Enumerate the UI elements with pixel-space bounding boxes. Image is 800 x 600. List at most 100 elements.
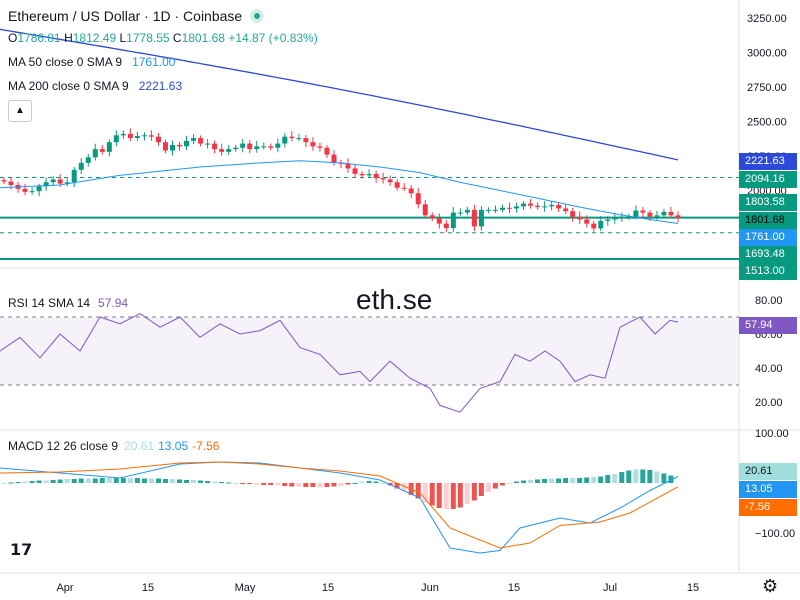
rsi-axis-tick: 80.00 [755,295,783,307]
candle-body [43,182,49,187]
macd-histogram-bar [162,479,168,483]
candle-body [289,136,295,139]
rsi-legend[interactable]: RSI 14 SMA 14 57.94 [8,296,128,310]
low-label: L [119,31,127,45]
macd-histogram-bar [184,480,190,483]
macd-histogram-bar [640,469,646,483]
candle-body [177,144,183,147]
rsi-value: 57.94 [98,296,129,310]
macd-histogram-bar [36,480,42,483]
macd-histogram-bar [499,483,505,486]
macd-histogram-bar [577,478,583,483]
price-axis-tick: 3250.00 [747,13,787,25]
macd-histogram-bar [240,483,246,484]
macd-histogram-bar [205,481,211,483]
candle-body [492,209,498,211]
ma200-legend[interactable]: MA 200 close 0 SMA 9 2221.63 [8,79,182,93]
candle-body [443,223,449,229]
macd-histogram-bar [310,483,316,487]
macd-line-value: 13.05 [158,439,189,453]
macd-histogram-bar [198,480,204,483]
macd-histogram-bar [85,478,91,483]
macd-histogram-bar [289,483,295,487]
macd-histogram-bar [226,482,232,484]
collapse-legend-button[interactable]: ▲ [8,100,32,122]
macd-legend[interactable]: MACD 12 26 close 9 20.61 13.05 -7.56 [8,439,219,453]
macd-histogram-bar [366,481,372,483]
macd-histogram-bar [443,483,449,509]
market-open-icon [250,9,265,23]
candle-body [155,136,161,143]
macd-histogram-bar [99,478,105,483]
candle-body [521,203,527,207]
candle-body [366,173,372,176]
candle-body [64,182,70,184]
open-value: 1786.81 [17,31,61,45]
macd-histogram-bar [380,483,386,484]
candle-body [359,173,365,176]
change-value: +14.87 (+0.83%) [228,31,318,45]
ma200-value: 2221.63 [138,79,183,93]
price-axis-tick: 2750.00 [747,82,787,94]
macd-tag: -7.56 [739,499,797,516]
symbol-title[interactable]: Ethereum / US Dollar · 1D · Coinbase [8,8,243,24]
price-tag: 2221.63 [739,153,797,170]
macd-histogram-bar [15,482,21,483]
candle-body [240,143,246,148]
candle-body [120,133,126,136]
macd-histogram-bar [478,483,484,496]
macd-histogram-bar [8,482,14,484]
macd-histogram-bar [261,483,267,485]
macd-histogram-bar [233,483,239,484]
candle-body [85,157,91,163]
macd-histogram-bar [1,483,7,484]
candle-body [71,169,77,183]
macd-histogram-bar [570,478,576,483]
time-axis-tick: 15 [508,582,520,594]
macd-signal-value: -7.56 [192,439,220,453]
candle-body [219,149,225,152]
macd-histogram-bar [282,483,288,486]
candle-body [162,142,168,151]
symbol-title-row[interactable]: Ethereum / US Dollar · 1D · Coinbase [8,8,265,24]
gear-icon[interactable]: ⚙ [762,576,779,596]
close-label: C [172,31,182,45]
close-value: 1801.68 [181,31,225,45]
macd-histogram-bar [633,469,639,483]
macd-histogram-bar [556,478,562,483]
candle-body [429,215,435,219]
macd-histogram-bar [317,483,323,488]
candle-body [556,204,562,209]
tradingview-logo-icon[interactable]: 𝟭𝟳 [10,542,33,559]
candle-body [401,187,407,189]
macd-histogram-bar [92,478,98,483]
macd-histogram-bar [50,480,56,483]
candle-body [471,209,477,227]
macd-histogram-bar [155,478,161,483]
macd-histogram-bar [506,483,512,484]
price-axis-tick: 2500.00 [747,117,787,129]
open-label: O [8,31,18,45]
macd-histogram-bar [120,478,126,483]
macd-histogram-bar [338,483,344,486]
ma200-label: MA 200 close 0 SMA 9 [8,79,129,93]
macd-histogram-bar [268,483,274,485]
macd-tag: 20.61 [739,463,797,480]
candle-body [450,212,456,229]
macd-histogram-bar [106,478,112,483]
macd-histogram-bar [422,483,428,503]
candle-body [205,143,211,145]
candle-body [422,204,428,216]
ma50-value: 1761.00 [132,55,176,69]
candle-body [647,212,653,217]
candle-body [29,191,35,193]
macd-label: MACD 12 26 close 9 [8,439,119,453]
time-axis-tick: 15 [322,582,334,594]
candle-body [535,205,541,208]
candle-body [282,136,288,144]
candle-body [8,181,14,185]
macd-histogram-bar [113,478,119,483]
ma50-legend[interactable]: MA 50 close 0 SMA 9 1761.00 [8,55,175,69]
low-value: 1778.55 [126,31,170,45]
